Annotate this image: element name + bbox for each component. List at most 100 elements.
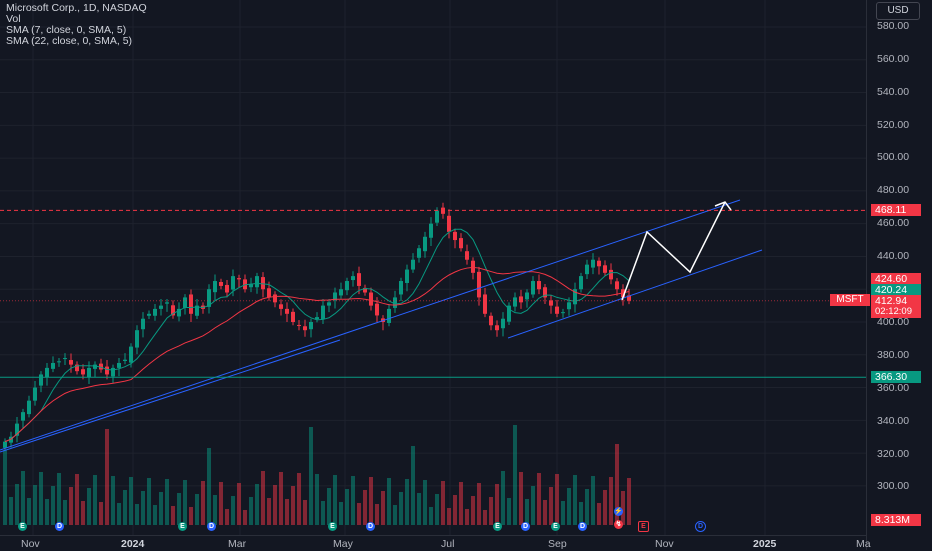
volume-bar: [579, 502, 583, 525]
price-label: 500.00: [877, 151, 910, 163]
candle-body: [549, 300, 553, 306]
volume-bar: [93, 475, 97, 525]
volume-bar: [423, 480, 427, 525]
volume-bar: [471, 496, 475, 525]
volume-bar: [537, 473, 541, 525]
volume-bar: [489, 497, 493, 525]
volume-bar: [333, 475, 337, 525]
future-dividend-marker[interactable]: D: [695, 521, 706, 532]
news-icon[interactable]: ↯: [614, 520, 623, 529]
volume-bar: [99, 502, 103, 525]
volume-bar: [183, 480, 187, 525]
candle-body: [153, 308, 157, 316]
candle-body: [345, 281, 349, 291]
volume-bar: [297, 473, 301, 525]
volume-bar: [219, 482, 223, 525]
volume-bar: [543, 500, 547, 525]
volume-bar: [147, 478, 151, 525]
candle-body: [297, 324, 301, 326]
volume-bar: [201, 481, 205, 525]
volume-bar: [57, 473, 61, 525]
volume-bar: [315, 474, 319, 525]
volume-bar: [357, 503, 361, 525]
legend-title: Microsoft Corp., 1D, NASDAQ: [6, 2, 147, 14]
volume-bar: [123, 490, 127, 525]
candle-body: [183, 297, 187, 308]
volume-bar: [153, 505, 157, 525]
volume-bar: [447, 508, 451, 525]
candle-body: [327, 302, 331, 306]
price-label: 560.00: [877, 53, 910, 65]
volume-bar: [405, 479, 409, 525]
earnings-marker[interactable]: E: [18, 522, 27, 531]
candle-body: [111, 367, 115, 377]
candle-body: [369, 292, 373, 306]
candle-body: [477, 271, 481, 298]
volume-bar: [303, 500, 307, 525]
dividend-marker[interactable]: D: [521, 522, 530, 531]
time-axis[interactable]: Nov 2024 Mar May Jul Sep Nov 2025 Ma: [0, 535, 871, 551]
earnings-marker[interactable]: E: [551, 522, 560, 531]
volume-bar: [39, 472, 43, 525]
price-label: 440.00: [877, 250, 910, 262]
volume-bar: [237, 483, 241, 525]
candle-body: [573, 289, 577, 305]
dividend-marker[interactable]: D: [578, 522, 587, 531]
dividend-marker[interactable]: D: [55, 522, 64, 531]
candle-body: [579, 276, 583, 290]
volume-bar: [159, 492, 163, 525]
volume-bar: [231, 496, 235, 525]
candle-body: [3, 441, 7, 448]
candle-body: [231, 276, 235, 290]
volume-bar: [459, 482, 463, 525]
volume-bar: [549, 487, 553, 525]
support-level-tag: 366.30: [871, 371, 921, 383]
volume-bar: [141, 491, 145, 525]
price-label: 480.00: [877, 184, 910, 196]
candle-body: [147, 313, 151, 316]
candle-body: [555, 306, 559, 314]
candle-body: [597, 260, 601, 267]
price-axis[interactable]: 580.00 560.00 540.00 520.00 500.00 480.0…: [866, 0, 932, 550]
earnings-marker[interactable]: E: [493, 522, 502, 531]
volume-bar: [75, 474, 79, 525]
time-label: Nov: [655, 538, 674, 550]
price-label: 360.00: [877, 382, 910, 394]
split-icon[interactable]: ⚡: [614, 507, 623, 516]
dividend-marker[interactable]: D: [207, 522, 216, 531]
candle-body: [285, 308, 289, 314]
volume-bar: [21, 471, 25, 525]
candle-body: [303, 326, 307, 331]
future-earnings-marker[interactable]: E: [638, 521, 649, 532]
currency-button[interactable]: USD: [876, 2, 920, 20]
price-label: 540.00: [877, 86, 910, 98]
candle-body: [399, 281, 403, 295]
candle-body: [255, 276, 259, 288]
earnings-marker[interactable]: E: [328, 522, 337, 531]
candle-body: [465, 251, 469, 260]
legend-sma22: SMA (22, close, 0, SMA, 5): [6, 35, 133, 47]
volume-bar: [627, 478, 631, 525]
candle-body: [561, 312, 565, 314]
candle-body: [357, 273, 361, 286]
volume-bar: [249, 497, 253, 525]
candle-body: [501, 318, 505, 329]
candle-body: [69, 360, 73, 365]
volume-bar: [117, 503, 121, 525]
volume-bar: [177, 493, 181, 525]
volume-bar: [81, 501, 85, 525]
volume-bar: [267, 498, 271, 525]
volume-bar: [285, 499, 289, 525]
candle-body: [315, 317, 319, 320]
sma-22-line: [4, 266, 630, 443]
candle-body: [21, 412, 25, 421]
volume-bar: [555, 474, 559, 525]
dividend-marker[interactable]: D: [366, 522, 375, 531]
candle-body: [405, 269, 409, 283]
earnings-marker[interactable]: E: [178, 522, 187, 531]
volume-bar: [243, 510, 247, 525]
volume-bar: [195, 494, 199, 525]
candle-body: [429, 223, 433, 238]
candle-body: [453, 231, 457, 241]
